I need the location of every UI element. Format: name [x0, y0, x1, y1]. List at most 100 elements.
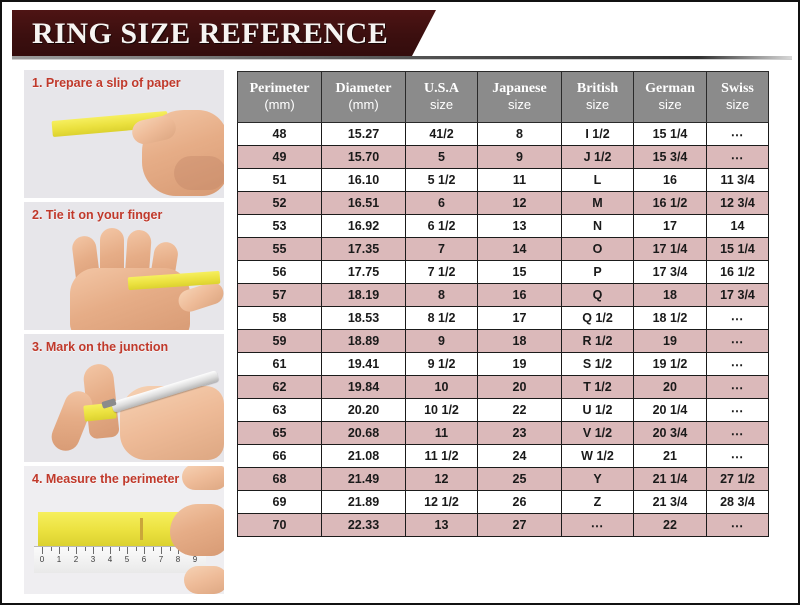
cell-perimeter: 68: [237, 467, 322, 491]
cell-japanese: 13: [477, 214, 562, 238]
cell-japanese: 15: [477, 260, 562, 284]
table-header-row: Perimeter (mm) Diameter (mm) U.S.A size Japane…: [237, 71, 769, 123]
banner-divider-rule: [12, 56, 792, 59]
title-banner: RING SIZE REFERENCE: [12, 10, 792, 62]
cell-japanese: 16: [477, 283, 562, 307]
cell-german: 20 1/4: [633, 398, 707, 422]
ruler-label: 1: [56, 555, 62, 564]
banner-divider-rule-light: [12, 59, 792, 60]
column-unit: (mm): [264, 96, 295, 112]
cell-german: 21 3/4: [633, 490, 707, 514]
cell-usa: 8: [405, 283, 478, 307]
cell-diameter: 21.49: [321, 467, 406, 491]
ruler-label: 0: [39, 555, 45, 564]
cell-japanese: 27: [477, 513, 562, 537]
cell-perimeter: 57: [237, 283, 322, 307]
cell-british: Z: [561, 490, 634, 514]
ruler-tick-minor: [50, 547, 52, 551]
column-unit: size: [429, 96, 454, 112]
table-row: 66 21.08 11 1/2 24 W 1/2 21 ⋯: [237, 444, 769, 468]
cell-swiss: ⋯: [706, 444, 769, 468]
cell-perimeter: 65: [237, 421, 322, 445]
cell-british: I 1/2: [561, 122, 634, 146]
cell-swiss: ⋯: [706, 329, 769, 353]
cell-usa: 5: [405, 145, 478, 169]
ruler-tick-minor: [135, 547, 137, 551]
cell-diameter: 19.41: [321, 352, 406, 376]
cell-perimeter: 66: [237, 444, 322, 468]
page-title: RING SIZE REFERENCE: [32, 17, 389, 50]
cell-perimeter: 49: [237, 145, 322, 169]
cell-british: L: [561, 168, 634, 192]
cell-german: 15 3/4: [633, 145, 707, 169]
ruler-tick: [93, 547, 94, 554]
ruler-tick-minor: [67, 547, 69, 551]
cell-usa: 6: [405, 191, 478, 215]
cell-swiss: ⋯: [706, 306, 769, 330]
cell-swiss: 17 3/4: [706, 283, 769, 307]
column-title: German: [645, 81, 695, 97]
cell-japanese: 8: [477, 122, 562, 146]
step-4-photo: 0 1 2 3 4 5 6 7 8 9: [24, 466, 224, 594]
step-3-label: 3. Mark on the junction: [32, 340, 169, 354]
cell-usa: 13: [405, 513, 478, 537]
cell-british: W 1/2: [561, 444, 634, 468]
cell-swiss: ⋯: [706, 513, 769, 537]
cell-usa: 9 1/2: [405, 352, 478, 376]
cell-british: Q: [561, 283, 634, 307]
table-row: 48 15.27 41/2 8 I 1/2 15 1/4 ⋯: [237, 122, 769, 146]
column-header-perimeter: Perimeter (mm): [237, 71, 322, 123]
table-row: 56 17.75 7 1/2 15 P 17 3/4 16 1/2: [237, 260, 769, 284]
ruler-tick: [110, 547, 111, 554]
step-2-label: 2. Tie it on your finger: [32, 208, 163, 222]
cell-perimeter: 63: [237, 398, 322, 422]
cell-german: 21 1/4: [633, 467, 707, 491]
cell-usa: 10: [405, 375, 478, 399]
table-row: 63 20.20 10 1/2 22 U 1/2 20 1/4 ⋯: [237, 398, 769, 422]
step-prepare-paper: 1. Prepare a slip of paper: [24, 70, 224, 198]
cell-japanese: 9: [477, 145, 562, 169]
cell-diameter: 19.84: [321, 375, 406, 399]
cell-british: J 1/2: [561, 145, 634, 169]
cell-perimeter: 53: [237, 214, 322, 238]
instruction-steps: 1. Prepare a slip of paper 2. Tie it on …: [24, 70, 224, 598]
cell-usa: 5 1/2: [405, 168, 478, 192]
pen-mark: [140, 518, 143, 540]
table-row: 61 19.41 9 1/2 19 S 1/2 19 1/2 ⋯: [237, 352, 769, 376]
cell-diameter: 17.35: [321, 237, 406, 261]
column-header-swiss: Swiss size: [706, 71, 769, 123]
table-row: 58 18.53 8 1/2 17 Q 1/2 18 1/2 ⋯: [237, 306, 769, 330]
cell-usa: 11 1/2: [405, 444, 478, 468]
ruler-label: 2: [73, 555, 79, 564]
cell-diameter: 18.19: [321, 283, 406, 307]
cell-perimeter: 52: [237, 191, 322, 215]
cell-swiss: 12 3/4: [706, 191, 769, 215]
ruler-tick: [144, 547, 145, 554]
column-unit: (mm): [348, 96, 379, 112]
ruler: 0 1 2 3 4 5 6 7 8 9: [34, 546, 206, 573]
finger-top: [182, 466, 224, 490]
ruler-label: 9: [192, 555, 198, 564]
cell-british: N: [561, 214, 634, 238]
ring-size-table-wrap: Perimeter (mm) Diameter (mm) U.S.A size Japane…: [237, 71, 769, 537]
ruler-tick-minor: [84, 547, 86, 551]
table-row: 49 15.70 5 9 J 1/2 15 3/4 ⋯: [237, 145, 769, 169]
column-header-usa: U.S.A size: [405, 71, 478, 123]
cell-diameter: 21.89: [321, 490, 406, 514]
cell-diameter: 18.53: [321, 306, 406, 330]
table-row: 52 16.51 6 12 M 16 1/2 12 3/4: [237, 191, 769, 215]
cell-german: 15 1/4: [633, 122, 707, 146]
step-3-photo: [24, 334, 224, 462]
step-4-label: 4. Measure the perimeter: [32, 472, 180, 486]
cell-diameter: 22.33: [321, 513, 406, 537]
table-row: 70 22.33 13 27 ⋯ 22 ⋯: [237, 513, 769, 537]
cell-german: 20: [633, 375, 707, 399]
cell-usa: 12: [405, 467, 478, 491]
paper-strip: [38, 512, 180, 546]
step-tie-finger: 2. Tie it on your finger: [24, 202, 224, 330]
column-unit: size: [585, 96, 610, 112]
cell-perimeter: 55: [237, 237, 322, 261]
ruler-tick-minor: [169, 547, 171, 551]
step-1-label: 1. Prepare a slip of paper: [32, 76, 181, 90]
cell-swiss: ⋯: [706, 145, 769, 169]
